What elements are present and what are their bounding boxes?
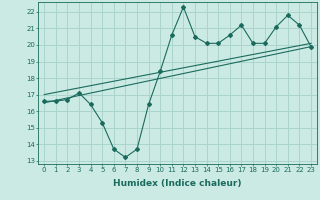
X-axis label: Humidex (Indice chaleur): Humidex (Indice chaleur) — [113, 179, 242, 188]
